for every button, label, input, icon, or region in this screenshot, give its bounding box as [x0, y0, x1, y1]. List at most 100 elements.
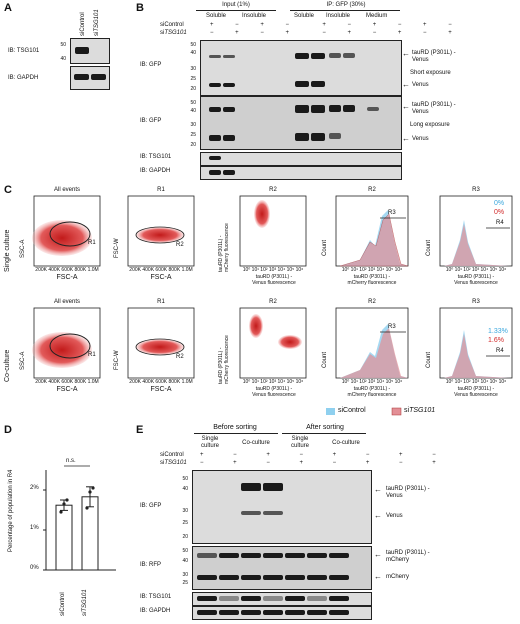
band — [329, 575, 349, 580]
axis-mcherry: tauRD (P301L) - mCherry fluorescence — [347, 274, 397, 286]
band — [223, 107, 235, 112]
band — [295, 81, 309, 87]
row-label-tsg101: IB: TSG101 — [8, 48, 40, 54]
title-r1: R1 — [157, 187, 165, 193]
gate-r4: R4 — [496, 220, 504, 226]
band — [311, 53, 325, 59]
marker: 40 — [182, 486, 188, 492]
pct-single-sicontrol: 0% — [494, 200, 505, 207]
title-all-events: All events — [53, 299, 80, 305]
label-venus: Venus — [386, 513, 403, 519]
panel-label-d: D — [4, 424, 12, 436]
marker: 25 — [182, 520, 188, 526]
hdr-before-sorting: Before sorting — [213, 424, 257, 431]
scatter-r1-1 — [127, 195, 195, 267]
input-header: Input (1%) — [222, 2, 250, 8]
marker: 30 — [190, 122, 196, 128]
scatter-all-events-2 — [32, 307, 101, 379]
arrow-icon: ← — [374, 550, 382, 559]
bar-sicontrol — [55, 504, 73, 571]
band — [311, 81, 325, 87]
blot-b-gfp-short — [200, 40, 402, 96]
title-all-events: All events — [53, 187, 80, 193]
arrow-icon: ← — [402, 102, 410, 111]
row-label-ib-gapdh: IB: GAPDH — [140, 168, 171, 174]
label-taurd-venus: tauRD (P301L) - Venus — [412, 50, 456, 63]
blot-e-gfp — [192, 470, 372, 544]
hdr-insoluble: Insoluble — [326, 13, 351, 19]
band — [311, 133, 325, 141]
band — [263, 596, 283, 601]
fsc-ticks: 200K 400K 600K 800K 1.0M — [129, 267, 193, 273]
axis-taurd-mcherry: tauRD (P301L) - mCherry fluorescence — [218, 335, 230, 384]
gate-r1: R1 — [88, 240, 96, 246]
title-r3: R3 — [472, 299, 480, 305]
axis-taurd-mcherry: tauRD (P301L) - mCherry fluorescence — [218, 223, 230, 272]
divider — [194, 433, 278, 434]
histogram-r2-1 — [335, 195, 409, 267]
gate-r4: R4 — [496, 348, 504, 354]
band — [285, 553, 305, 558]
axis-venus: tauRD (P301L) - Venus fluorescence — [454, 386, 498, 398]
plus-minus-row: − + − + − + − + — [200, 460, 450, 466]
band — [311, 105, 325, 113]
axis-ssca: SSC-A — [20, 239, 26, 258]
blot-e-tsg101 — [192, 592, 372, 606]
ns-label: n.s. — [66, 458, 76, 464]
band — [241, 596, 261, 601]
marker: 20 — [182, 534, 188, 540]
axis-mcherry: tauRD (P301L) - mCherry fluorescence — [347, 386, 397, 398]
gate-r2: R2 — [176, 242, 184, 248]
data-point — [91, 486, 95, 490]
marker: 20 — [190, 142, 196, 148]
gate-r3: R3 — [388, 210, 396, 216]
axis-count: Count — [426, 351, 432, 368]
hdr-soluble: Soluble — [206, 13, 227, 19]
band — [285, 575, 305, 580]
band — [197, 575, 217, 580]
row-label-ib-gfp-short: IB: GFP — [140, 62, 162, 68]
band — [263, 511, 283, 515]
marker: 25 — [182, 580, 188, 586]
data-point — [65, 498, 69, 502]
band — [329, 53, 341, 58]
scatter-r1-2 — [127, 307, 195, 379]
axis-venus: tauRD (P301L) - Venus fluorescence — [454, 274, 498, 286]
band — [223, 170, 235, 175]
band — [263, 610, 283, 615]
band — [295, 105, 309, 113]
band — [197, 596, 217, 601]
legend-sitsg101: siTSG101 — [404, 407, 436, 414]
marker: 50 — [190, 42, 196, 48]
band — [219, 596, 239, 601]
gate-r1: R1 — [88, 352, 96, 358]
band — [295, 133, 309, 141]
band — [285, 596, 305, 601]
band — [219, 553, 239, 558]
x-label-sitsg101: siTSG101 — [82, 589, 88, 616]
marker: 30 — [182, 508, 188, 514]
pct-single-sitsg101: 0% — [494, 209, 505, 216]
band — [343, 53, 355, 58]
y-tick: 1% — [30, 525, 39, 531]
band — [307, 575, 327, 580]
marker: 50 — [190, 100, 196, 106]
band — [343, 105, 355, 112]
arrow-icon: ← — [402, 49, 410, 58]
band — [285, 610, 305, 615]
lane-label-sitsg101: siTSG101 — [94, 9, 100, 36]
label-venus: Venus — [412, 82, 429, 88]
row-sicontrol: siControl — [160, 22, 184, 28]
x-label-sicontrol: siControl — [60, 592, 66, 616]
band — [223, 135, 235, 141]
title-r3: R3 — [472, 187, 480, 193]
axis-venus: tauRD (P301L) - Venus fluorescence — [252, 386, 296, 398]
panel-label-b: B — [136, 2, 144, 14]
band — [329, 610, 349, 615]
scatter-r2-1 — [239, 195, 307, 267]
legend-sicontrol: siControl — [338, 407, 366, 414]
gate-r2: R2 — [176, 354, 184, 360]
hdr-medium: Medium — [366, 13, 388, 19]
histogram-r3-1 — [439, 195, 513, 267]
arrow-icon: ← — [374, 511, 382, 520]
